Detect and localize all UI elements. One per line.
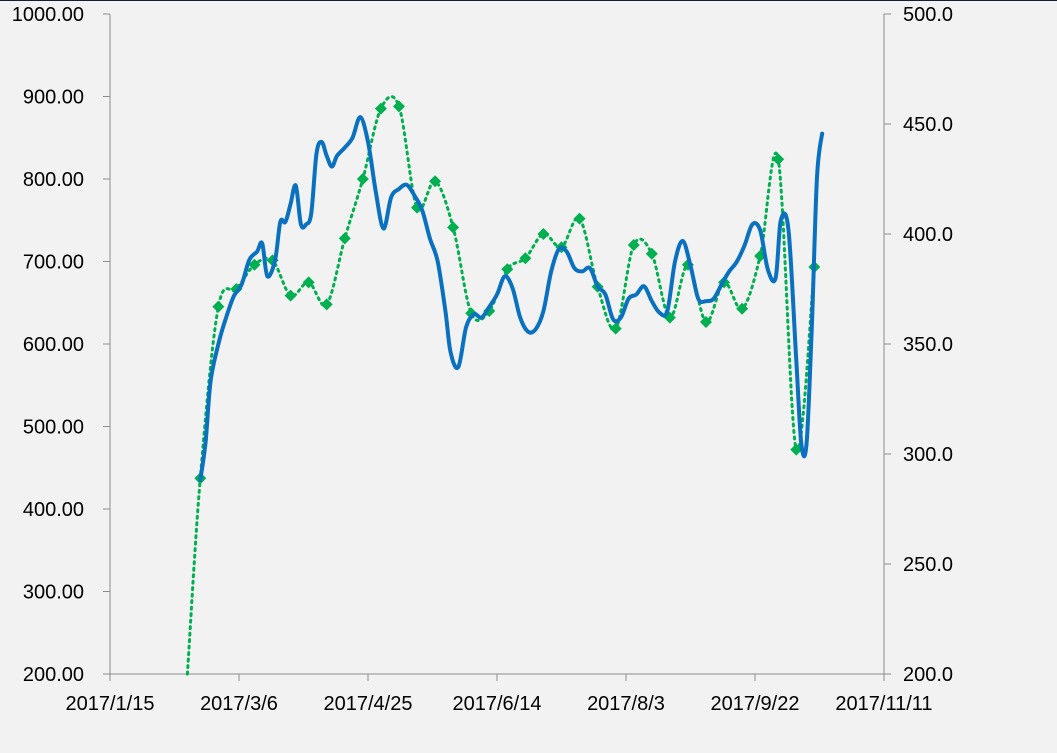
y-right-tick-label: 450.0 xyxy=(903,114,953,136)
right-axis-series xyxy=(185,95,821,676)
series-point xyxy=(790,443,803,456)
series-point xyxy=(645,247,658,260)
x-tick-label: 2017/1/15 xyxy=(66,693,155,715)
x-tick-label: 2017/11/11 xyxy=(835,693,932,715)
y-left-tick-label: 900.00 xyxy=(23,87,84,109)
y-right-tick-label: 200.0 xyxy=(903,664,953,686)
y-right-tick-label: 500.0 xyxy=(903,4,953,26)
series-point xyxy=(356,173,369,185)
y-left-tick-label: 1000.00 xyxy=(12,4,84,26)
y-left-tick-label: 200.00 xyxy=(23,664,84,686)
series-point xyxy=(338,232,351,245)
series-point xyxy=(537,228,550,240)
x-tick-label: 2017/8/3 xyxy=(587,693,665,715)
series-point xyxy=(374,102,387,115)
x-tick-label: 2017/6/14 xyxy=(453,693,542,715)
series-point xyxy=(501,263,514,276)
y-left-tick-label: 700.00 xyxy=(23,252,84,274)
series-point xyxy=(320,298,333,311)
x-tick-label: 2017/4/25 xyxy=(324,693,413,715)
y-right-tick-label: 300.0 xyxy=(903,444,953,466)
x-tick-label: 2017/3/6 xyxy=(200,693,278,715)
series-point xyxy=(429,175,442,188)
series-point xyxy=(284,289,297,302)
y-left-tick-label: 500.00 xyxy=(23,417,84,439)
y-right-tick-label: 350.0 xyxy=(903,334,953,356)
series-point xyxy=(392,100,405,113)
series-point xyxy=(573,212,586,225)
x-tick-label: 2017/9/22 xyxy=(711,693,800,715)
series-point xyxy=(248,258,261,271)
series-line xyxy=(185,95,816,676)
series-point xyxy=(736,302,749,315)
series-line xyxy=(198,115,825,483)
y-right-tick-label: 250.0 xyxy=(903,554,953,576)
series-point xyxy=(609,322,622,335)
series-point xyxy=(302,276,315,289)
y-right-tick-label: 400.0 xyxy=(903,224,953,246)
y-left-tick-label: 800.00 xyxy=(23,169,84,191)
y-left-tick-label: 300.00 xyxy=(23,582,84,604)
series-point xyxy=(519,252,532,265)
top-border xyxy=(0,0,1057,1)
series-point xyxy=(447,221,460,234)
series-point xyxy=(212,300,225,313)
series-layer xyxy=(185,95,825,676)
tick-labels: 200.00 300.00 400.00 500.00 600.00 700.00 800.… xyxy=(12,4,953,715)
axes xyxy=(103,13,891,681)
y-left-tick-label: 400.00 xyxy=(23,499,84,521)
left-axis-series xyxy=(198,115,825,483)
series-point xyxy=(772,153,785,166)
series-point xyxy=(699,316,712,328)
series-point xyxy=(627,239,640,251)
y-left-tick-label: 600.00 xyxy=(23,334,84,356)
